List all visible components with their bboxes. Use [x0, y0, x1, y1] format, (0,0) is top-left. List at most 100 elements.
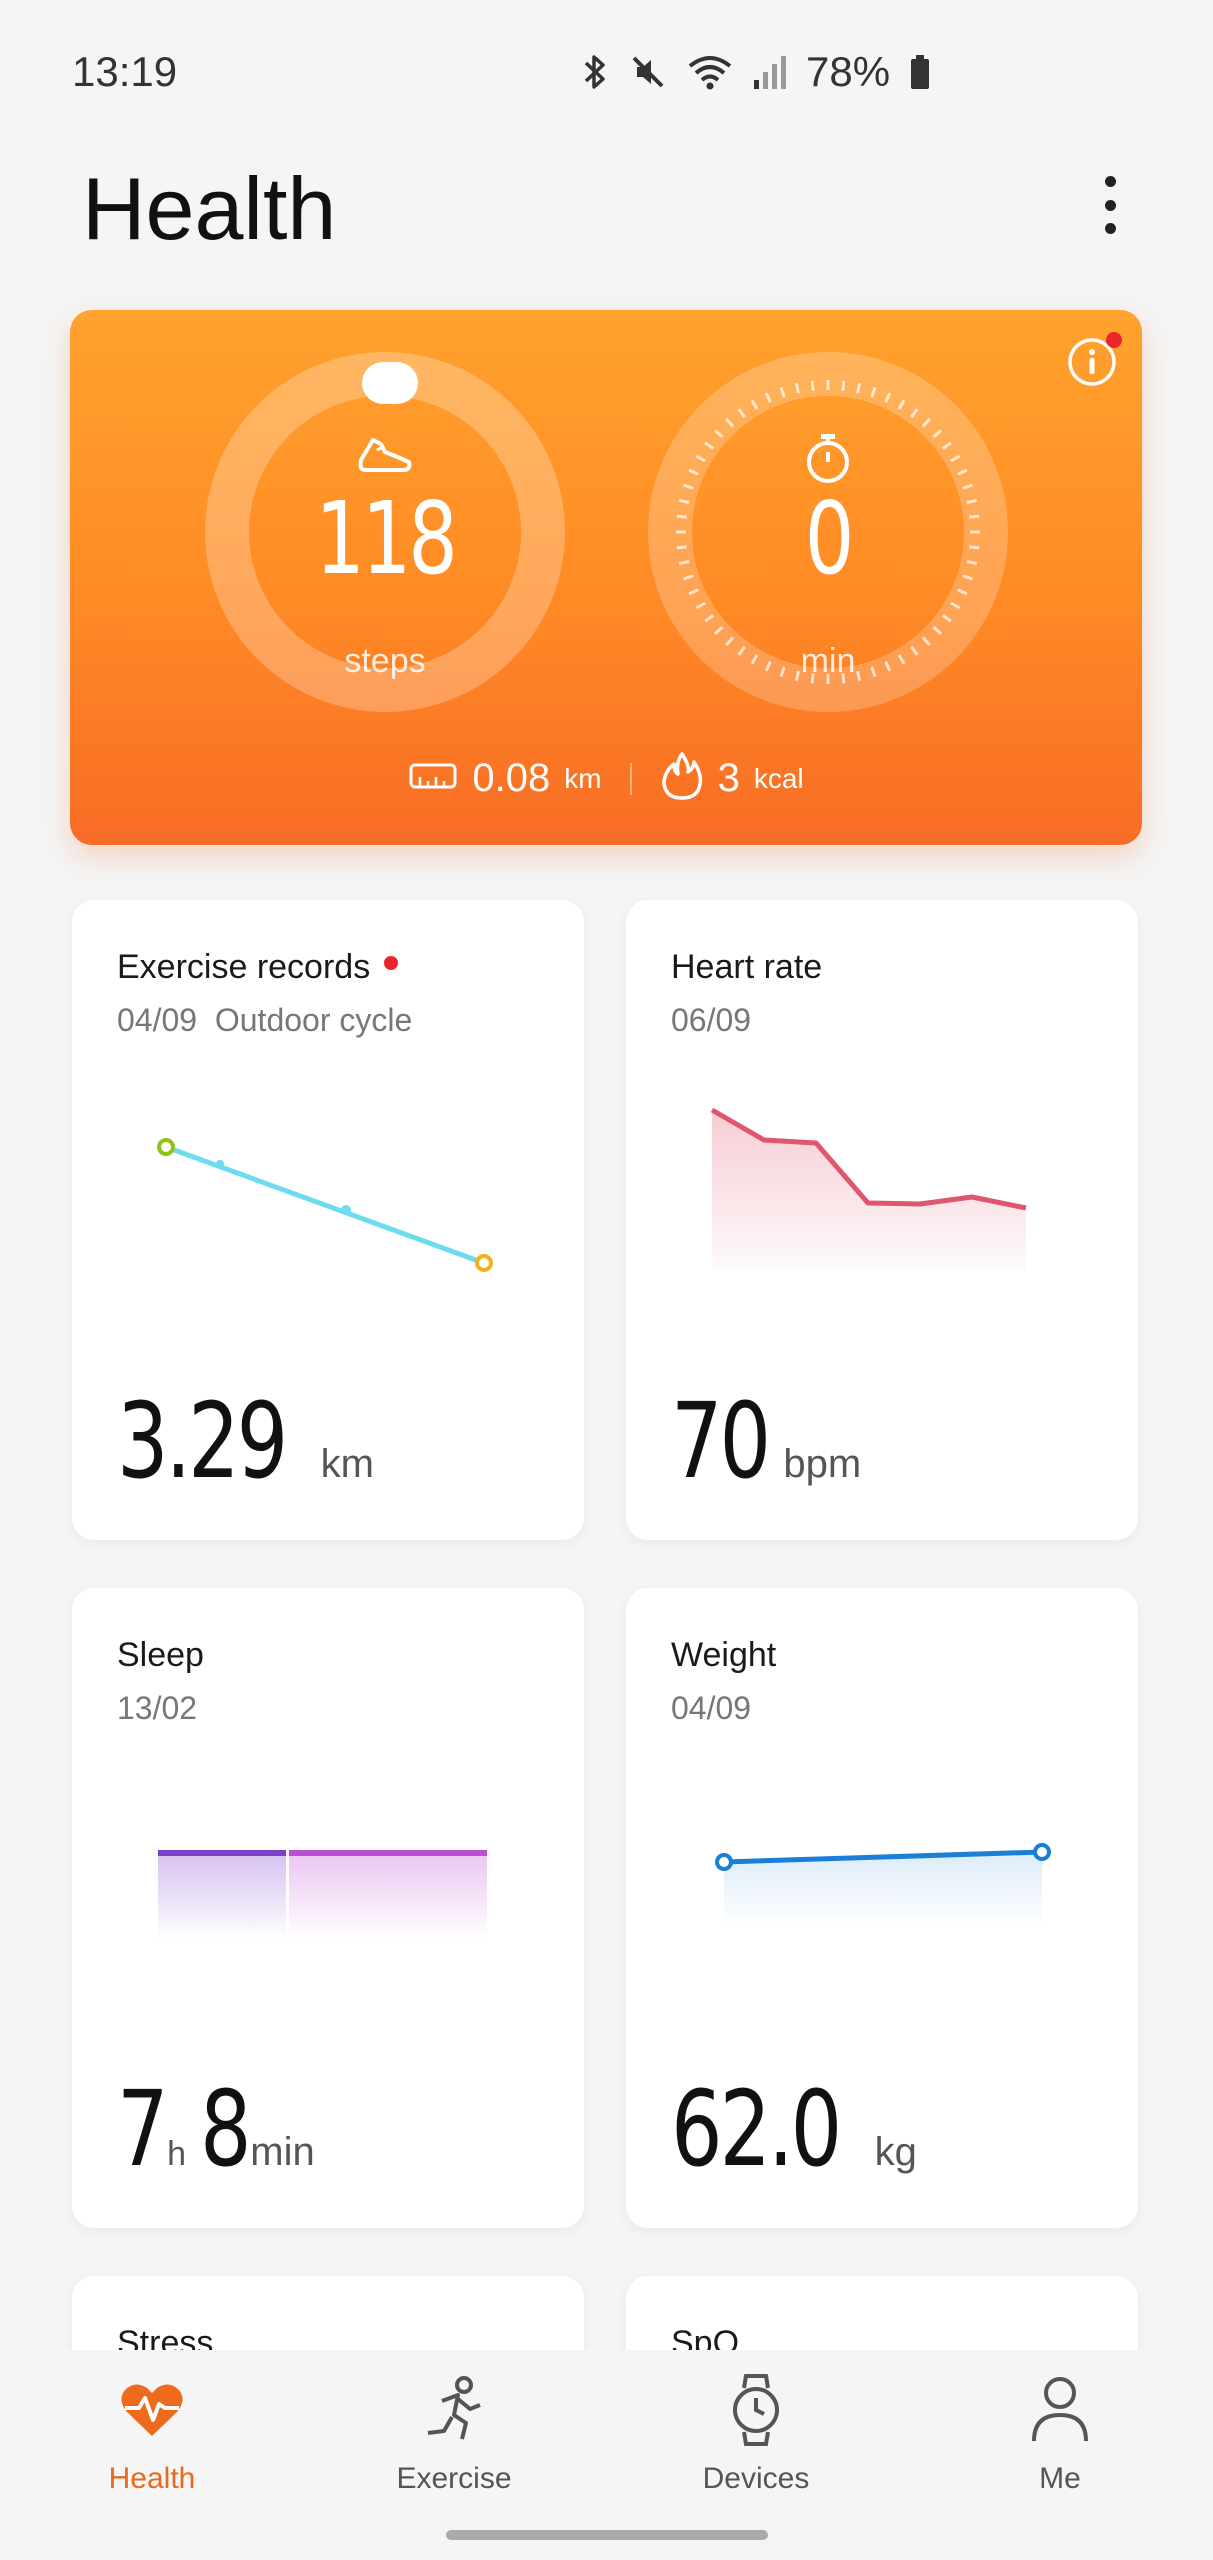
ring-tick [764, 661, 772, 672]
ring-tick [810, 380, 815, 391]
more-options-button[interactable] [1080, 170, 1140, 240]
ring-tick [941, 441, 952, 450]
ring-tick [969, 545, 980, 550]
home-indicator[interactable] [446, 2530, 768, 2540]
active-time-ring[interactable]: 0 min [648, 352, 1008, 712]
ring-tick [841, 673, 846, 684]
activity-footer: 0.08 km 3 kcal [70, 750, 1142, 807]
ring-tick [688, 588, 699, 596]
ring-tick [856, 383, 862, 394]
ring-tick [682, 483, 694, 490]
ring-tick [884, 392, 892, 403]
signal-icon [752, 52, 788, 92]
sleep-card[interactable]: Sleep 13/02 7 h 8 min [72, 1588, 584, 2228]
ring-tick [969, 514, 980, 519]
nav-health-label: Health [108, 2462, 196, 2495]
running-icon [354, 2370, 554, 2450]
ring-tick [856, 670, 862, 681]
info-icon[interactable] [1065, 335, 1119, 389]
nav-me[interactable]: Me [960, 2370, 1160, 2496]
more-dot-icon [1104, 199, 1116, 211]
nav-devices-label: Devices [702, 2462, 810, 2495]
ring-tick [779, 386, 786, 398]
ring-tick [750, 654, 759, 665]
heart-rate-card[interactable]: Heart rate 06/09 70 bpm [626, 900, 1138, 1540]
ring-tick [764, 392, 772, 403]
ring-tick [794, 670, 800, 681]
steps-unit: steps [344, 642, 426, 680]
status-bar: 13:19 78% [0, 0, 1213, 150]
ring-tick [695, 601, 706, 610]
active-time-unit: min [800, 642, 856, 680]
watch-icon [656, 2370, 856, 2450]
sleep-value: 7 h 8 min [117, 2068, 315, 2190]
weight-chart [715, 1843, 1051, 1928]
exercise-trend-chart [157, 1138, 493, 1272]
ring-tick [779, 666, 786, 678]
page-title: Health [82, 159, 337, 258]
exercise-records-title-text: Exercise records [117, 948, 371, 986]
ring-tick [966, 560, 977, 566]
ring-tick [957, 468, 968, 476]
calories-value: 3 [717, 756, 740, 800]
nav-devices[interactable]: Devices [656, 2370, 856, 2496]
ring-tick [897, 399, 906, 410]
exercise-date: 04/09 [117, 1002, 198, 1038]
heart-rate-title: Heart rate [671, 948, 823, 986]
heart-rate-unit: bpm [783, 1442, 862, 1486]
battery-icon [908, 52, 932, 92]
ring-tick [688, 468, 699, 476]
distance-unit: km [564, 762, 602, 794]
ring-tick [910, 408, 919, 419]
ring-tick [725, 636, 735, 646]
sleep-hours-unit: h [167, 2135, 187, 2173]
steps-value: 118 [315, 480, 458, 597]
heart-rate-value: 70 bpm [671, 1380, 861, 1502]
ring-tick [682, 574, 694, 581]
ring-tick [966, 498, 977, 504]
ring-tick [704, 441, 715, 450]
ring-tick [962, 574, 974, 581]
ring-tick [737, 408, 746, 419]
ring-tick [932, 429, 942, 439]
weight-value: 62.0 kg [671, 2068, 917, 2190]
exercise-unit: km [320, 1442, 374, 1486]
nav-health[interactable]: Health [52, 2370, 252, 2496]
mute-icon [628, 52, 668, 92]
ring-tick [794, 383, 800, 394]
exercise-records-title: Exercise records [117, 948, 399, 987]
nav-me-label: Me [1039, 2462, 1081, 2495]
weight-date: 04/09 [671, 1690, 752, 1726]
exercise-records-card[interactable]: Exercise records 04/09 Outdoor cycle 3.2… [72, 900, 584, 1540]
sleep-minutes-unit: min [250, 2130, 315, 2174]
ring-tick [950, 454, 961, 463]
activity-summary-card[interactable]: 118 steps 0 min [70, 310, 1142, 845]
ring-tick [932, 625, 942, 635]
nav-exercise[interactable]: Exercise [354, 2370, 554, 2496]
battery-percent: 78% [806, 48, 891, 95]
weight-card[interactable]: Weight 04/09 62.0 kg [626, 1588, 1138, 2228]
ring-tick [737, 645, 746, 656]
nav-exercise-label: Exercise [396, 2462, 512, 2495]
exercise-activity: Outdoor cycle [214, 1002, 413, 1038]
more-dot-icon [1104, 176, 1116, 187]
ring-tick [841, 380, 846, 391]
heart-pulse-icon [52, 2370, 252, 2450]
notification-dot [384, 956, 399, 971]
ring-tick [725, 418, 735, 428]
ring-tick [870, 386, 877, 398]
bluetooth-icon [580, 52, 610, 92]
ring-tick [921, 636, 931, 646]
steps-ring[interactable]: 118 steps [205, 352, 565, 712]
notification-dot [1106, 332, 1122, 348]
ring-tick [704, 614, 715, 623]
ring-tick [679, 560, 690, 566]
ring-tick [695, 454, 706, 463]
sleep-title: Sleep [117, 1636, 204, 1674]
exercise-distance: 3.29 [117, 1380, 288, 1502]
ring-tick [941, 614, 952, 623]
ring-tick [921, 418, 931, 428]
bottom-nav: Health Exercise Devices [0, 2350, 1213, 2560]
ring-tick [884, 661, 892, 672]
sleep-chart [158, 1850, 487, 1940]
